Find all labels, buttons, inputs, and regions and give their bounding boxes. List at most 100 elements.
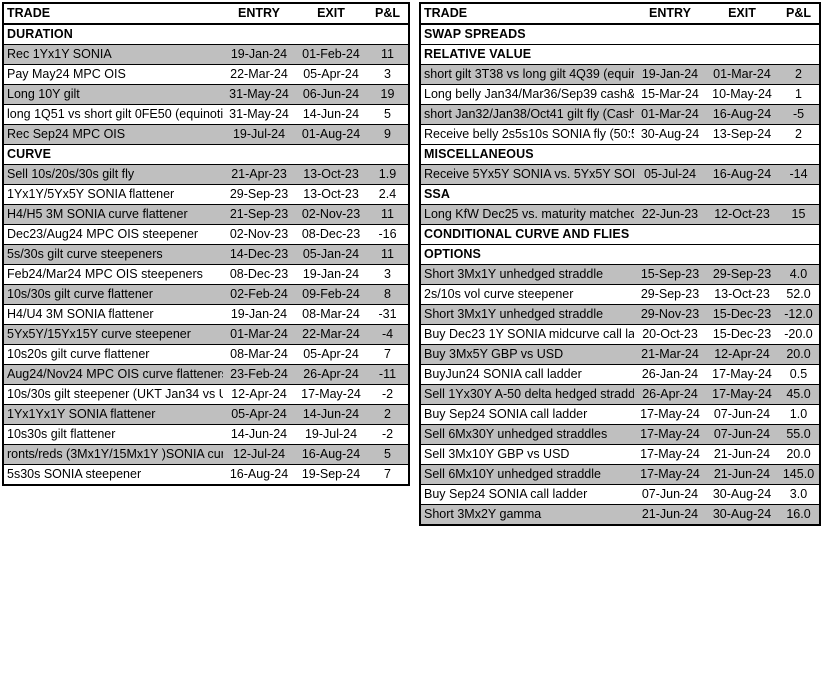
table-row: 10s/30s gilt steepener (UKT Jan34 vs UKT… (3, 384, 409, 405)
entry-date-cell: 05-Apr-24 (223, 404, 295, 425)
trade-cell: Long 10Y gilt (3, 84, 223, 105)
right-trade-table: TRADE ENTRY EXIT P&L SWAP SPREADS RELATIV… (419, 2, 821, 526)
entry-date-cell: 19-Jan-24 (223, 304, 295, 325)
column-header-trade: TRADE (3, 3, 223, 25)
exit-date-cell: 30-Aug-24 (706, 504, 778, 526)
entry-date-cell: 16-Aug-24 (223, 464, 295, 486)
trade-cell: 5s/30s gilt curve steepeners (3, 244, 223, 265)
trade-cell: Buy Sep24 SONIA call ladder (420, 484, 634, 505)
pnl-cell: 7 (367, 464, 409, 486)
table-row: Short 3Mx1Y unhedged straddle 29-Nov-23 15… (420, 304, 820, 325)
pnl-cell: -11 (367, 364, 409, 385)
pnl-cell: 1 (778, 84, 820, 105)
table-row: 2s/10s vol curve steepener 29-Sep-23 13-Oc… (420, 284, 820, 305)
table-row: BuyJun24 SONIA call ladder 26-Jan-24 17-Ma… (420, 364, 820, 385)
entry-date-cell: 19-Jan-24 (223, 44, 295, 65)
entry-date-cell: 20-Oct-23 (634, 324, 706, 345)
exit-date-cell: 01-Aug-24 (295, 124, 367, 145)
exit-date-cell: 02-Nov-23 (295, 204, 367, 225)
trade-cell: H4/H5 3M SONIA curve flattener (3, 204, 223, 225)
trade-cell: Sell 6Mx10Y unhedged straddle (420, 464, 634, 485)
right-table-header: TRADE ENTRY EXIT P&L (420, 3, 820, 25)
entry-date-cell: 31-May-24 (223, 104, 295, 125)
table-row: 5Yx5Y/15Yx15Y curve steepener 01-Mar-24 22… (3, 324, 409, 345)
pnl-cell: 0.5 (778, 364, 820, 385)
exit-date-cell: 12-Oct-23 (706, 204, 778, 225)
trade-cell: 1Yx1Yx1Y SONIA flattener (3, 404, 223, 425)
entry-date-cell: 21-Jun-24 (634, 504, 706, 526)
pnl-cell: 45.0 (778, 384, 820, 405)
table-row: 10s/30s gilt curve flattener 02-Feb-24 09-… (3, 284, 409, 305)
trade-cell: Pay May24 MPC OIS (3, 64, 223, 85)
pnl-cell: -31 (367, 304, 409, 325)
entry-date-cell: 14-Dec-23 (223, 244, 295, 265)
pnl-cell: -4 (367, 324, 409, 345)
exit-date-cell: 22-Mar-24 (295, 324, 367, 345)
entry-date-cell: 02-Feb-24 (223, 284, 295, 305)
exit-date-cell: 17-May-24 (295, 384, 367, 405)
entry-date-cell: 12-Apr-24 (223, 384, 295, 405)
section-title: DURATION (3, 23, 409, 45)
exit-date-cell: 17-May-24 (706, 364, 778, 385)
pnl-cell: -2 (367, 424, 409, 445)
trade-cell: Receive 5Yx5Y SONIA vs. 5Yx5Y SOFR (420, 164, 634, 185)
pnl-cell: -5 (778, 104, 820, 125)
table-row: Dec23/Aug24 MPC OIS steepener 02-Nov-23 08… (3, 224, 409, 245)
pnl-cell: 3.0 (778, 484, 820, 505)
trade-cell: 1Yx1Y/5Yx5Y SONIA flattener (3, 184, 223, 205)
exit-date-cell: 01-Feb-24 (295, 44, 367, 65)
trade-cell: Long KfW Dec25 vs. maturity matched gilt (420, 204, 634, 225)
exit-date-cell: 07-Jun-24 (706, 424, 778, 445)
pnl-cell: 19 (367, 84, 409, 105)
section-title: CURVE (3, 144, 409, 165)
pnl-cell: 2 (778, 124, 820, 145)
entry-date-cell: 21-Apr-23 (223, 164, 295, 185)
table-row: 1Yx1Yx1Y SONIA flattener 05-Apr-24 14-Jun-… (3, 404, 409, 425)
section-header-row: RELATIVE VALUE (420, 44, 820, 65)
left-table-header: TRADE ENTRY EXIT P&L (3, 3, 409, 25)
column-header-pnl: P&L (367, 3, 409, 25)
table-row: Buy Sep24 SONIA call ladder 17-May-24 07-J… (420, 404, 820, 425)
entry-date-cell: 17-May-24 (634, 444, 706, 465)
exit-date-cell: 10-May-24 (706, 84, 778, 105)
pnl-cell: 2 (367, 404, 409, 425)
trade-cell: Aug24/Nov24 MPC OIS curve flatteners (3, 364, 223, 385)
exit-date-cell: 01-Mar-24 (706, 64, 778, 85)
left-trade-table: TRADE ENTRY EXIT P&L DURATION Rec 1Yx1Y S… (2, 2, 410, 486)
pnl-cell: 3 (367, 64, 409, 85)
trade-cell: Short 3Mx2Y gamma (420, 504, 634, 526)
table-row: 5s/30s gilt curve steepeners 14-Dec-23 05-… (3, 244, 409, 265)
entry-date-cell: 23-Feb-24 (223, 364, 295, 385)
exit-date-cell: 19-Sep-24 (295, 464, 367, 486)
exit-date-cell: 06-Jun-24 (295, 84, 367, 105)
entry-date-cell: 01-Mar-24 (634, 104, 706, 125)
table-row: long 1Q51 vs short gilt 0FE50 (equinotic… (3, 104, 409, 125)
trade-cell: Rec Sep24 MPC OIS (3, 124, 223, 145)
section-header-row: DURATION (3, 23, 409, 45)
entry-date-cell: 15-Mar-24 (634, 84, 706, 105)
entry-date-cell: 17-May-24 (634, 464, 706, 485)
pnl-cell: 5 (367, 444, 409, 465)
trade-cell: Feb24/Mar24 MPC OIS steepeners (3, 264, 223, 285)
entry-date-cell: 31-May-24 (223, 84, 295, 105)
table-row: Short 3Mx1Y unhedged straddle 15-Sep-23 29… (420, 264, 820, 285)
exit-date-cell: 05-Jan-24 (295, 244, 367, 265)
pnl-cell: 1.0 (778, 404, 820, 425)
pnl-cell: 1.9 (367, 164, 409, 185)
entry-date-cell: 21-Mar-24 (634, 344, 706, 365)
trade-cell: Dec23/Aug24 MPC OIS steepener (3, 224, 223, 245)
exit-date-cell: 08-Mar-24 (295, 304, 367, 325)
trade-cell: short Jan32/Jan38/Oct41 gilt fly (Cash a… (420, 104, 634, 125)
exit-date-cell: 19-Jan-24 (295, 264, 367, 285)
trade-cell: 10s20s gilt curve flattener (3, 344, 223, 365)
exit-date-cell: 13-Oct-23 (295, 164, 367, 185)
pnl-cell: -20.0 (778, 324, 820, 345)
pnl-cell: 15 (778, 204, 820, 225)
table-row: 5s30s SONIA steepener 16-Aug-24 19-Sep-24 7 (3, 464, 409, 486)
section-header-row: OPTIONS (420, 244, 820, 265)
table-row: Sell 6Mx10Y unhedged straddle 17-May-24 21… (420, 464, 820, 485)
exit-date-cell: 29-Sep-23 (706, 264, 778, 285)
entry-date-cell: 15-Sep-23 (634, 264, 706, 285)
pnl-cell: 8 (367, 284, 409, 305)
